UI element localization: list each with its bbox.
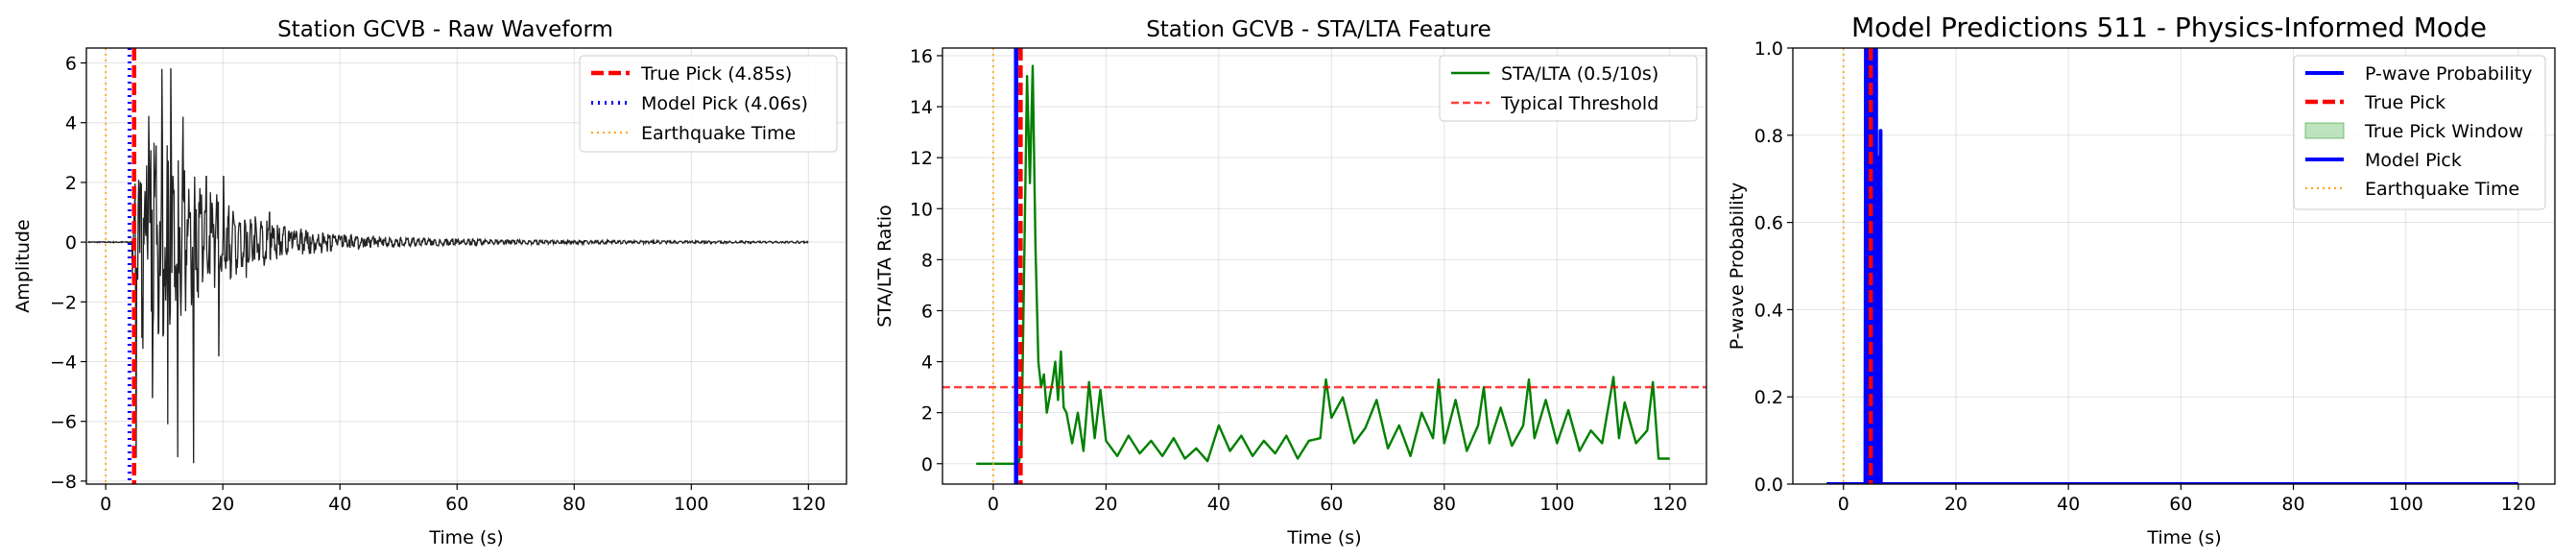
y-tick-label: 2: [921, 403, 933, 425]
panel-3-legend-true-pick: True Pick: [2364, 92, 2445, 113]
y-tick-label: 16: [910, 46, 933, 67]
panel-3-legend-box: [2293, 55, 2546, 210]
panel-3-legend-probability: P-wave Probability: [2365, 63, 2533, 85]
x-tick-label: 80: [2281, 494, 2304, 515]
panel-2-legend-sta-lta: STA/LTA (0.5/10s): [1501, 63, 1658, 85]
panel-3-y-ticks: 0.0 0.2 0.4 0.6 0.8 1.0: [1754, 38, 1793, 496]
panel-model-predictions: Model Predictions 511 - Physics-Informed…: [1727, 12, 2556, 548]
panel-1-y-ticks: −8 −6 −4 −2 0 2 4 6: [50, 54, 86, 493]
panel-3-frame: [1792, 47, 2556, 485]
y-tick-label: 6: [65, 54, 77, 75]
panel-1-legend: True Pick (4.85s) Model Pick (4.06s) Ear…: [579, 55, 838, 153]
y-tick-label: 0: [921, 454, 933, 475]
x-tick-label: 20: [1094, 494, 1117, 515]
panel-2-legend-threshold: Typical Threshold: [1500, 93, 1658, 114]
panel-3-x-axis-label: Time (s): [2146, 527, 2221, 548]
panel-3-legend: P-wave Probability True Pick True Pick W…: [2293, 55, 2546, 210]
x-tick-label: 60: [2169, 494, 2192, 515]
panel-1-legend-true-pick: True Pick (4.85s): [640, 63, 792, 85]
panel-2-grid: [942, 48, 1706, 484]
x-tick-label: 40: [2057, 494, 2080, 515]
panel-2-x-axis-label: Time (s): [1286, 527, 1361, 548]
x-tick-label: 40: [328, 494, 351, 515]
x-tick-label: 20: [211, 494, 234, 515]
x-tick-label: 20: [1944, 494, 1968, 515]
y-tick-label: 0: [65, 232, 77, 254]
x-tick-label: 100: [674, 494, 708, 515]
plot-content: [1826, 48, 2518, 484]
waveform-line: [87, 68, 809, 464]
panel-3-legend-model-pick: Model Pick: [2365, 150, 2462, 171]
y-tick-label: −2: [50, 292, 77, 313]
panel-3-legend-window-swatch: [2304, 122, 2345, 139]
panel-1-x-ticks: 0 20 40 60 80 100 120: [100, 484, 825, 515]
y-tick-label: 6: [921, 301, 933, 322]
panel-1-legend-box: [579, 55, 838, 153]
panel-1-title: Station GCVB - Raw Waveform: [277, 17, 613, 42]
y-tick-label: 2: [65, 173, 77, 194]
panel-2-y-ticks: 0 2 4 6 8 10 12 14 16: [910, 46, 942, 475]
y-tick-label: 10: [910, 199, 933, 220]
panel-3-y-axis-label: P-wave Probability: [1727, 182, 1748, 351]
series-line: [976, 64, 1670, 465]
panel-2-title: Station GCVB - STA/LTA Feature: [1146, 17, 1491, 42]
panel-1-plot-area: [87, 48, 809, 484]
panel-1-legend-model-pick: Model Pick (4.06s): [641, 93, 808, 114]
y-tick-label: 0.8: [1754, 126, 1783, 147]
panel-2-x-ticks: 0 20 40 60 80 100 120: [988, 484, 1687, 515]
x-tick-label: 0: [1838, 494, 1849, 515]
y-tick-label: 4: [65, 113, 77, 134]
x-tick-label: 40: [1207, 494, 1230, 515]
x-tick-label: 80: [1433, 494, 1456, 515]
y-tick-label: −4: [50, 352, 77, 374]
x-tick-label: 120: [791, 494, 825, 515]
panel-3-x-ticks: 0 20 40 60 80 100 120: [1838, 484, 2536, 515]
x-tick-label: 60: [1320, 494, 1343, 515]
y-tick-label: 0.0: [1754, 474, 1783, 496]
panel-raw-waveform: Station GCVB - Raw Waveform 0 20 40 60 80 100…: [12, 17, 847, 548]
y-tick-label: 0.6: [1754, 213, 1783, 234]
panel-1-legend-earthquake-time: Earthquake Time: [641, 123, 796, 144]
panel-sta-lta: Station GCVB - STA/LTA Feature 0 20 40 60 80…: [874, 17, 1707, 548]
y-tick-label: 12: [910, 148, 933, 169]
panel-2-legend: STA/LTA (0.5/10s) Typical Threshold: [1439, 55, 1698, 122]
panel-1-frame: [85, 47, 847, 485]
x-tick-label: 120: [1653, 494, 1687, 515]
y-tick-label: −6: [50, 412, 77, 433]
x-tick-label: 100: [1539, 494, 1574, 515]
panel-1-x-axis-label: Time (s): [428, 527, 503, 548]
y-tick-label: 8: [921, 250, 933, 271]
plot-content: [87, 48, 809, 484]
y-tick-label: 0.4: [1754, 300, 1783, 321]
y-tick-label: −8: [50, 472, 77, 493]
x-tick-label: 100: [2389, 494, 2423, 515]
x-tick-label: 80: [562, 494, 585, 515]
panel-2-y-axis-label: STA/LTA Ratio: [874, 205, 895, 328]
panel-3-legend-true-pick-window: True Pick Window: [2364, 121, 2523, 142]
y-tick-label: 1.0: [1754, 38, 1783, 60]
y-tick-label: 0.2: [1754, 387, 1783, 408]
x-tick-label: 0: [100, 494, 111, 515]
panel-2-plot-area: [942, 48, 1706, 484]
panel-3-legend-earthquake-time: Earthquake Time: [2365, 179, 2519, 200]
y-tick-label: 4: [921, 352, 933, 374]
x-tick-label: 120: [2501, 494, 2536, 515]
panel-3-plot-area: [1826, 48, 2518, 484]
x-tick-label: 60: [445, 494, 468, 515]
panel-3-title: Model Predictions 511 - Physics-Informed…: [1851, 12, 2487, 43]
plot-content: [942, 48, 1706, 484]
panel-2-legend-box: [1439, 55, 1698, 122]
y-tick-label: 14: [910, 97, 933, 118]
panel-1-y-axis-label: Amplitude: [12, 219, 34, 312]
x-tick-label: 0: [988, 494, 999, 515]
panel-2-frame: [942, 47, 1707, 485]
